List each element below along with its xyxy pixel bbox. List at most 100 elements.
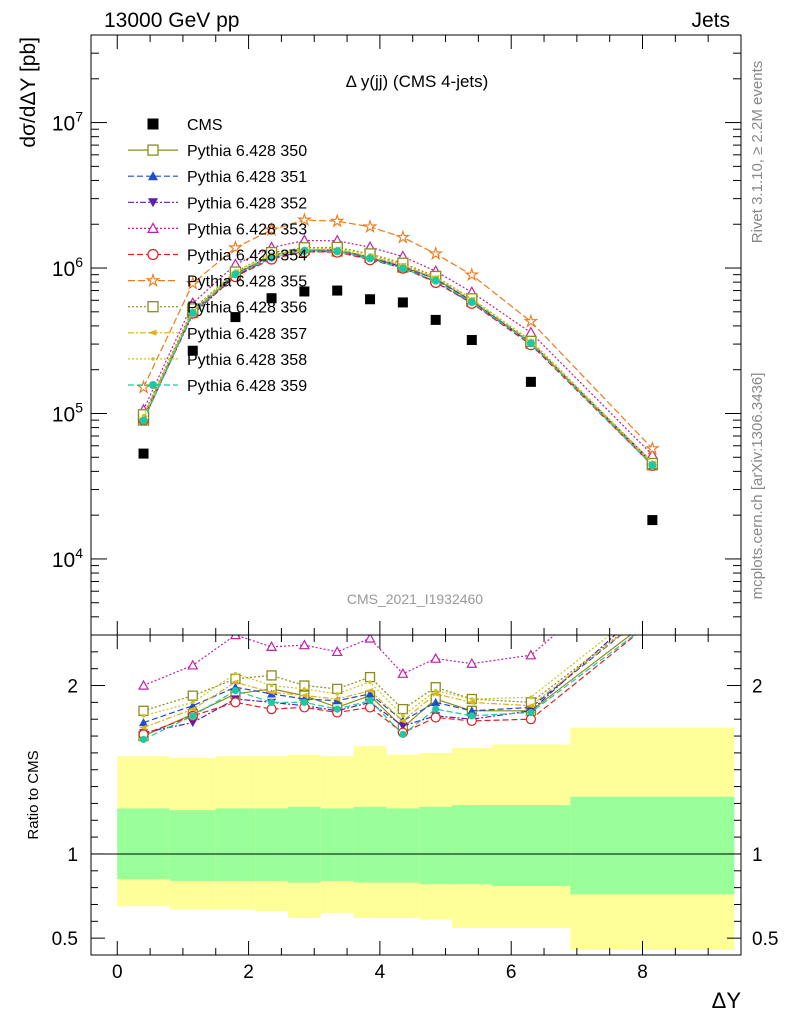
series-marker [266, 520, 276, 530]
series-marker [187, 659, 199, 670]
ratio-series-line [143, 635, 637, 735]
series-marker [468, 712, 476, 720]
series-marker [467, 298, 476, 307]
ratio-series-line [143, 635, 556, 687]
data-point [299, 286, 310, 297]
ratio-series-line [143, 635, 621, 712]
series-marker [141, 714, 146, 718]
ratio-tick-label-right: 2 [752, 677, 763, 698]
series-marker [649, 618, 656, 625]
series-marker [139, 735, 148, 744]
series-marker [138, 537, 148, 547]
legend-label: Pythia 6.428 358 [187, 352, 307, 369]
series-marker [139, 416, 148, 425]
series-marker [648, 546, 657, 554]
series-marker [141, 413, 146, 418]
series-marker [231, 686, 240, 695]
series-marker [529, 695, 533, 700]
series-line [142, 239, 653, 456]
ratio-series-line [144, 492, 653, 585]
series-marker [526, 703, 535, 709]
series-marker [148, 171, 158, 181]
series-marker [300, 246, 309, 255]
series-line [142, 219, 653, 450]
series-marker [333, 705, 341, 713]
uncertainty-band-inner [386, 808, 420, 883]
series-marker [648, 605, 657, 614]
series-line [142, 250, 653, 466]
series-marker [136, 379, 151, 394]
data-point [466, 335, 477, 346]
legend-label: Pythia 6.428 356 [187, 300, 307, 317]
series-marker [432, 705, 440, 713]
uncertainty-band-inner [287, 806, 321, 883]
series-marker [467, 699, 475, 706]
series-marker [524, 326, 537, 338]
series-marker [362, 219, 378, 234]
y-tick-label: 105 [52, 399, 83, 426]
series-marker [431, 697, 441, 706]
header-left: 13000 GeV pp [104, 9, 240, 32]
series-marker [398, 722, 408, 731]
series-marker [430, 712, 441, 723]
series-marker [231, 270, 240, 279]
data-point [430, 314, 441, 325]
uncertainty-band-inner [117, 808, 170, 880]
series-marker [138, 679, 150, 690]
series-marker [398, 718, 407, 724]
series-marker [365, 486, 375, 496]
series-marker [648, 617, 657, 626]
mcplots-label: mcplots.cern.ch [arXiv:1306.3436] [749, 373, 766, 600]
ratio-series [138, 486, 657, 744]
series-marker [230, 512, 240, 522]
series-marker [333, 247, 342, 256]
y-axis-label: dσ/dΔY [pb] [17, 37, 40, 148]
series-marker [430, 652, 442, 663]
series-marker [296, 212, 312, 227]
uncertainty-band-inner [215, 808, 256, 881]
series-line [142, 251, 653, 466]
series-marker [147, 144, 159, 156]
data-point [365, 294, 376, 305]
series-marker [190, 700, 195, 705]
series-marker [147, 248, 159, 261]
ratio-tick-label-right: 0.5 [752, 929, 778, 950]
ratio-y-axis-label: Ratio to CMS [25, 750, 42, 839]
series-line [142, 248, 653, 464]
data-point [332, 285, 343, 296]
series-line [142, 247, 653, 463]
series-marker [398, 264, 407, 273]
series-marker [651, 600, 655, 604]
series-marker [648, 607, 656, 612]
series-marker [433, 688, 438, 693]
legend-label: Pythia 6.428 359 [187, 378, 307, 395]
ratio-series-line [143, 635, 611, 717]
ratio-series-line [143, 635, 622, 724]
legend-label: Pythia 6.428 354 [187, 248, 307, 265]
series-marker [525, 649, 537, 660]
series-marker [431, 276, 440, 285]
series-marker [264, 222, 280, 237]
legend-label: Pythia 6.428 357 [187, 326, 307, 343]
analysis-watermark: CMS_2021_I1932460 [347, 591, 483, 607]
series-marker [470, 697, 474, 701]
series-marker [302, 687, 307, 691]
x-tick-label: 6 [506, 962, 517, 983]
series-marker [331, 646, 343, 657]
series-marker [526, 579, 536, 589]
uncertainty-band-inner [320, 808, 354, 881]
series-marker [269, 683, 274, 688]
series-marker [233, 671, 238, 676]
ratio-series-line [143, 635, 636, 740]
series-marker [395, 229, 411, 244]
header-right: Jets [691, 9, 730, 32]
uncertainty-band-inner [255, 808, 288, 881]
series-marker [266, 641, 278, 651]
series-marker [227, 239, 243, 254]
ratio-bands [117, 727, 735, 950]
data-point [187, 345, 198, 356]
series-marker [187, 690, 198, 701]
series-marker [397, 668, 409, 678]
series-marker [647, 495, 657, 505]
